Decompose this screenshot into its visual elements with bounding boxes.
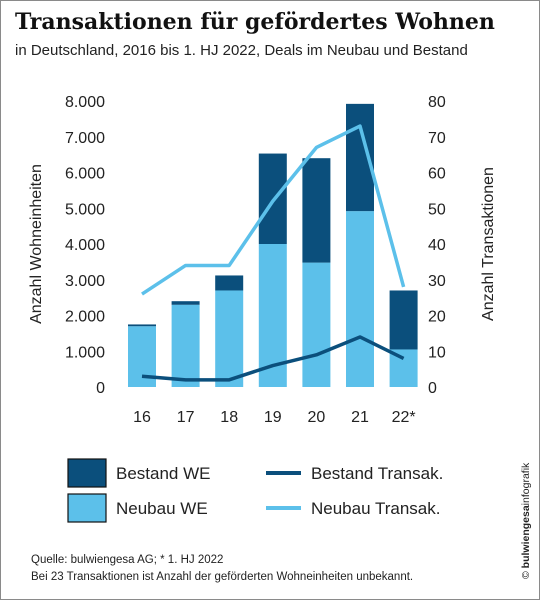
y-tick-label: 8.000 [65,94,105,111]
bar-neubau-we20 [302,262,331,387]
line-layer [141,124,406,382]
x-tick-label: 19 [264,409,282,426]
x-tick-label: 22* [392,409,416,426]
y2-tick-label: 0 [428,380,437,397]
legend-label-bestand-we: Bestand WE [116,464,211,483]
chart-area: 0 1.000 2.000 3.000 4.000 5.000 6.000 7.000 8.00… [28,94,497,523]
x-tick-label: 20 [308,409,326,426]
y-tick-label: 6.000 [65,166,105,183]
footnote: Bei 23 Transaktionen ist Anzahl der gefö… [31,571,414,583]
y2-tick-label: 10 [428,344,446,361]
right-axis-title: Anzahl Transaktionen [480,167,497,321]
bar-layer [128,103,418,387]
left-axis-ticks: 0 1.000 2.000 3.000 4.000 5.000 6.000 7.000 8.00… [65,94,105,397]
y-tick-label: 0 [96,380,105,397]
y2-tick-label: 80 [428,94,446,111]
y2-tick-label: 20 [428,309,446,326]
y2-tick-label: 40 [428,237,446,254]
chart-subtitle: in Deutschland, 2016 bis 1. HJ 2022, Dea… [15,42,468,59]
legend-label-bestand-transak: Bestand Transak. [311,464,443,483]
y2-tick-label: 50 [428,201,446,218]
x-tick-label: 17 [177,409,195,426]
y-tick-label: 4.000 [65,237,105,254]
bar-bestand-we20 [302,158,331,263]
copyright-symbol: © [520,571,532,579]
bar-bestand-we17 [171,301,200,305]
legend: Bestand WE Neubau WE Bestand Transak. Neuba… [67,458,443,523]
bar-neubau-we18 [215,290,244,387]
left-axis-title: Anzahl Wohneinheiten [28,164,45,324]
y-tick-label: 5.000 [65,201,105,218]
brand-name: bulwiengesa [520,505,532,569]
y-tick-label: 7.000 [65,130,105,147]
x-axis-ticks: 16 17 18 19 20 21 22* [133,409,416,426]
x-tick-label: 21 [351,409,369,426]
bar-bestand-we16 [128,324,156,327]
brand-credit: © bulwiengesainfografik [520,463,532,579]
legend-label-neubau-we: Neubau WE [116,499,208,518]
y2-tick-label: 60 [428,166,446,183]
legend-swatch-bestand-we [67,458,107,488]
bar-neubau-we17 [171,304,200,387]
y-tick-label: 2.000 [65,309,105,326]
source-note: Quelle: bulwiengesa AG; * 1. HJ 2022 [31,554,224,566]
line-neubau-transak [141,124,406,296]
y2-tick-label: 30 [428,273,446,290]
bar-bestand-we22 [389,290,418,350]
brand-suffix: infografik [520,462,532,506]
x-tick-label: 18 [220,409,238,426]
chart-title: Transaktionen für gefördertes Wohnen [15,9,495,35]
right-axis-ticks: 0 10 20 30 40 50 60 70 80 [428,94,446,397]
y-tick-label: 3.000 [65,273,105,290]
y-tick-label: 1.000 [65,344,105,361]
bar-neubau-we21 [346,211,374,387]
x-tick-label: 16 [133,409,151,426]
y2-tick-label: 70 [428,130,446,147]
legend-swatch-neubau-we [67,493,107,523]
line-bestand-transak [141,335,405,382]
legend-label-neubau-transak: Neubau Transak. [311,499,440,518]
bar-bestand-we18 [215,275,244,291]
